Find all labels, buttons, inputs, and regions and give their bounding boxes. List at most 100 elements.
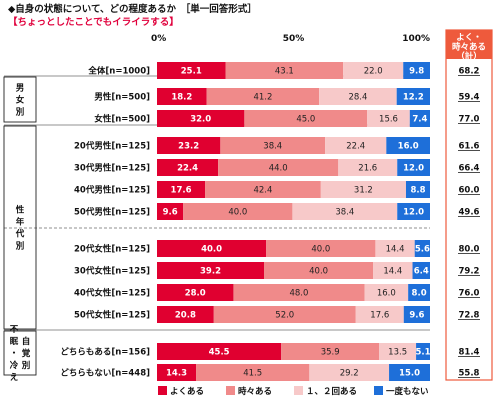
summary-value: 55.8 [459, 369, 480, 379]
bar-segment [183, 203, 293, 220]
group-label-char: ・ [10, 349, 19, 359]
row-label: 全体[n=1000] [87, 66, 150, 77]
bar-value-label: 40.0 [228, 208, 247, 218]
bar-segment [213, 306, 356, 323]
bar-segment [206, 88, 320, 105]
bar-segment [157, 62, 226, 79]
bar-value-label: 22.4 [346, 142, 365, 152]
bar-value-label: 28.4 [348, 93, 367, 103]
bar-value-label: 45.5 [209, 348, 230, 358]
bar-row: 全体[n=1000] 25.1 43.1 22.0 9.8 68.2 [87, 62, 480, 79]
bar-segment [292, 203, 398, 220]
bar-segment [397, 203, 430, 220]
bar-row: 40代女性[n=125] 28.0 48.0 16.0 8.0 76.0 [74, 284, 480, 301]
row-label: 50代女性[n=125] [74, 310, 150, 321]
row-label: どちらもない[n=448] [60, 368, 150, 379]
bar-segment [233, 284, 365, 301]
bar-segment [397, 159, 430, 176]
bar-value-label: 12.0 [403, 164, 424, 174]
bar-value-label: 25.1 [181, 67, 202, 77]
row-label: 20代女性[n=125] [74, 244, 150, 255]
summary-header-text: （計） [456, 51, 482, 62]
bar-segment [319, 88, 397, 105]
bar-segment [157, 159, 219, 176]
bar-segment [412, 262, 430, 279]
bar-segment [338, 159, 398, 176]
summary-value: 72.8 [459, 311, 480, 321]
group-bracket [3, 125, 37, 330]
group-label-char: 別 [21, 360, 31, 371]
bar-row: どちらもない[n=448] 14.3 41.5 29.2 15.0 55.8 [60, 364, 480, 381]
bar-row: 30代男性[n=125] 22.4 44.0 21.6 12.0 66.4 [74, 159, 480, 176]
bar-segment [264, 262, 374, 279]
group-label-char: 性 [16, 205, 25, 216]
bar-segment [408, 284, 430, 301]
bar-segment [244, 110, 368, 127]
bar-value-label: 8.8 [410, 186, 425, 196]
bar-segment [220, 137, 326, 154]
bar-segment [157, 88, 207, 105]
bar-value-label: 40.0 [311, 245, 330, 255]
bar-segment [157, 306, 214, 323]
row-label: 男性[n=500] [94, 92, 150, 103]
bar-segment [414, 240, 430, 257]
summary-value: 79.2 [459, 267, 480, 277]
legend-label: 一度もない [386, 386, 429, 397]
bar-segment [157, 284, 234, 301]
group-bracket [3, 330, 37, 376]
bar-segment [343, 62, 404, 79]
bar-value-label: 48.0 [289, 289, 308, 299]
bar-segment [409, 110, 430, 127]
bar-value-label: 35.9 [321, 348, 340, 358]
bar-value-label: 17.6 [171, 186, 192, 196]
bar-segment [416, 343, 430, 360]
bar-row: 30代女性[n=125] 39.2 40.0 14.4 6.4 79.2 [74, 262, 480, 279]
bar-value-label: 14.3 [166, 369, 187, 379]
bar-value-label: 28.0 [185, 289, 206, 299]
group-label-char: 不 [10, 325, 19, 335]
bar-segment [157, 203, 184, 220]
summary-header-text: よく・ [456, 33, 482, 43]
row-label: どちらもある[n=156] [60, 347, 150, 358]
bar-value-label: 7.4 [412, 115, 427, 125]
bar-value-label: 38.4 [263, 142, 282, 152]
x-tick-label: 0% [151, 34, 166, 44]
row-label: 30代女性[n=125] [74, 266, 150, 277]
legend-label: よくある [170, 387, 204, 397]
bar-segment [355, 306, 404, 323]
summary-header-bg [446, 30, 492, 59]
legend-label: 時々ある [238, 386, 272, 397]
group-label-char: 別 [15, 241, 25, 252]
bar-segment [205, 181, 321, 198]
bar-value-label: 9.6 [409, 311, 424, 321]
summary-value: 59.4 [459, 93, 480, 103]
bar-segment [403, 62, 430, 79]
chart-subtitle: 【ちょっとしたことでもイライラする】 [8, 16, 179, 28]
legend-item: よくある [158, 386, 204, 397]
group-label-char: 年 [16, 217, 25, 228]
legend-swatch [294, 386, 303, 395]
bar-value-label: 14.4 [383, 267, 402, 277]
bar-value-label: 9.6 [163, 208, 178, 218]
bar-value-label: 22.4 [177, 164, 198, 174]
group-label-char: 自 [22, 336, 31, 347]
bar-segment [157, 364, 197, 381]
summary-value: 81.4 [459, 348, 480, 358]
summary-value: 60.0 [459, 186, 480, 196]
bar-value-label: 18.2 [171, 93, 192, 103]
bar-segment [375, 240, 415, 257]
group-label-char: 別 [15, 107, 25, 118]
bar-value-label: 42.4 [253, 186, 272, 196]
bar-segment [225, 62, 344, 79]
bar-segment [373, 262, 413, 279]
bar-segment [218, 159, 339, 176]
bar-segment [396, 88, 430, 105]
bar-value-label: 6.4 [414, 267, 429, 277]
bar-value-label: 21.6 [358, 164, 377, 174]
bar-segment [405, 181, 430, 198]
bar-segment [157, 181, 206, 198]
bar-row: 50代男性[n=125] 9.6 40.0 38.4 12.0 49.6 [74, 203, 480, 220]
group-label-char: え [10, 373, 19, 383]
legend-swatch [374, 386, 383, 395]
